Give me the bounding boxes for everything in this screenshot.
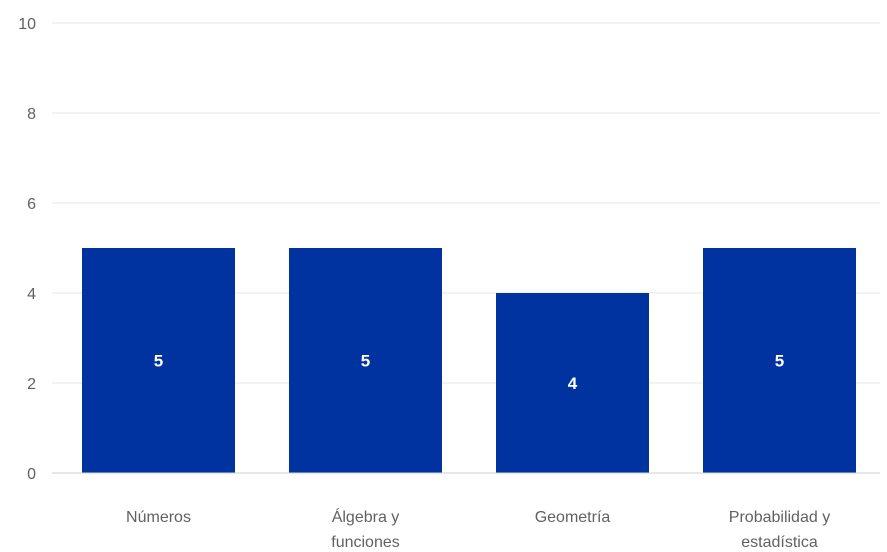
y-tick-label-0: 0	[27, 466, 36, 483]
data-label-3: 5	[775, 352, 784, 371]
data-label-2: 4	[568, 374, 578, 393]
category-label-3-line-1: estadística	[741, 534, 818, 551]
bar-2	[496, 293, 649, 473]
data-label-0: 5	[154, 352, 163, 371]
y-tick-label-1: 2	[27, 376, 36, 393]
category-label-0-line-0: Números	[126, 509, 191, 526]
category-label-3-line-0: Probabilidad y	[729, 509, 830, 526]
x-axis-labels: Números Álgebra y funciones Geometría Probab…	[126, 507, 830, 551]
y-tick-label-2: 4	[27, 286, 36, 303]
category-label-1-line-1: funciones	[331, 534, 400, 551]
bar-1	[289, 248, 442, 473]
y-tick-label-5: 10	[18, 16, 36, 33]
y-tick-label-3: 6	[27, 196, 36, 213]
bars: 5 5 4 5	[82, 248, 856, 473]
category-label-1-line-0: Álgebra y	[332, 507, 400, 526]
bar-3	[703, 248, 856, 473]
y-axis-ticks: 0 2 4 6 8 10	[18, 16, 36, 483]
data-label-1: 5	[361, 352, 370, 371]
category-label-2-line-0: Geometría	[535, 509, 611, 526]
y-tick-label-4: 8	[27, 106, 36, 123]
bar-0	[82, 248, 235, 473]
